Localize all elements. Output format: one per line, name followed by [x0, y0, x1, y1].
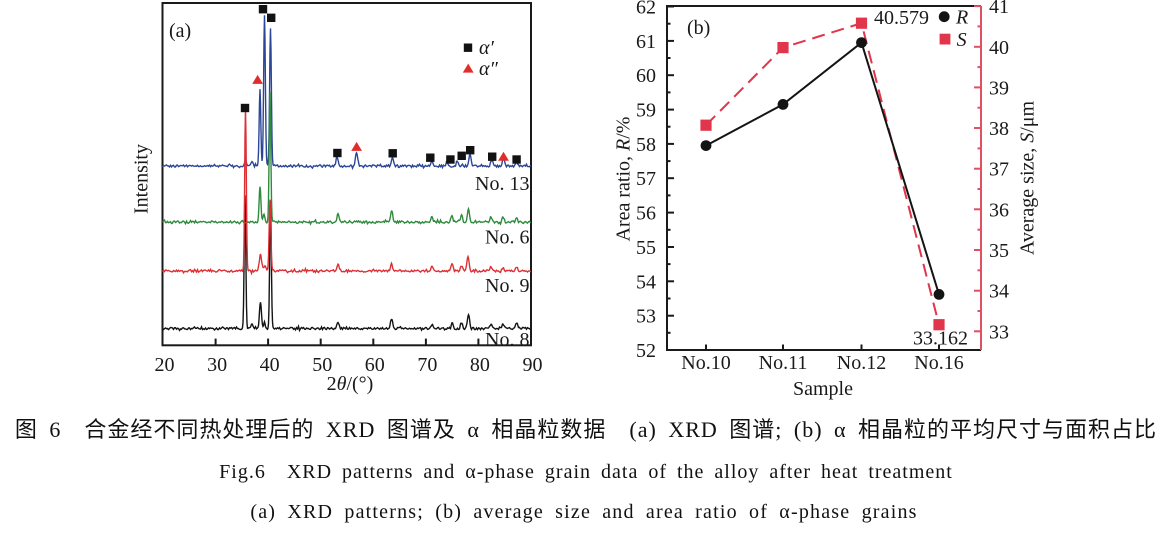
svg-text:No.12: No.12 [837, 352, 886, 374]
svg-text:58: 58 [636, 134, 656, 156]
svg-text:(a) XRD patterns; (b) average: (a) XRD patterns; (b) average size and a… [250, 501, 917, 523]
svg-text:54: 54 [636, 271, 656, 293]
svg-text:S: S [957, 29, 967, 51]
svg-text:59: 59 [636, 100, 656, 122]
svg-text:20: 20 [155, 354, 175, 376]
svg-text:37: 37 [989, 159, 1009, 181]
svg-text:33: 33 [989, 321, 1009, 343]
svg-text:70: 70 [417, 354, 437, 376]
svg-text:Area ratio, R/%: Area ratio, R/% [613, 117, 635, 242]
svg-text:62: 62 [636, 0, 656, 19]
svg-text:35: 35 [989, 240, 1009, 262]
svg-text:No.16: No.16 [914, 352, 963, 374]
svg-text:No. 6: No. 6 [485, 227, 529, 249]
svg-text:52: 52 [636, 340, 656, 362]
svg-text:90: 90 [523, 354, 543, 376]
svg-text:No. 8: No. 8 [485, 329, 529, 351]
svg-text:α″: α″ [479, 58, 498, 80]
svg-text:57: 57 [636, 168, 656, 190]
svg-text:2θ/(°): 2θ/(°) [327, 373, 374, 395]
svg-text:38: 38 [989, 118, 1009, 140]
svg-text:No.10: No.10 [681, 352, 730, 374]
svg-text:55: 55 [636, 237, 656, 259]
svg-text:60: 60 [636, 65, 656, 87]
svg-text:Intensity: Intensity [131, 144, 153, 214]
svg-text:50: 50 [312, 354, 332, 376]
svg-text:34: 34 [989, 281, 1009, 303]
svg-text:40: 40 [989, 37, 1009, 59]
svg-text:No. 9: No. 9 [485, 275, 529, 297]
svg-text:(a): (a) [169, 20, 191, 42]
svg-text:33.162: 33.162 [913, 328, 968, 350]
svg-text:No.11: No.11 [759, 352, 808, 374]
svg-text:39: 39 [989, 77, 1009, 99]
svg-text:R: R [955, 7, 968, 29]
svg-text:α′: α′ [479, 37, 494, 59]
svg-text:40.579: 40.579 [874, 7, 929, 29]
svg-text:Average size, S/μm: Average size, S/μm [1017, 100, 1039, 255]
svg-text:41: 41 [989, 0, 1009, 18]
svg-text:36: 36 [989, 199, 1009, 221]
svg-text:60: 60 [365, 354, 385, 376]
svg-text:Sample: Sample [793, 378, 853, 400]
svg-text:53: 53 [636, 306, 656, 328]
svg-text:Fig.6 XRD patterns and α-phase: Fig.6 XRD patterns and α-phase grain dat… [219, 461, 953, 483]
svg-text:图 6 合金经不同热处理后的 XRD 图谱及 α 相晶粒数据: 图 6 合金经不同热处理后的 XRD 图谱及 α 相晶粒数据 (a) XRD 图… [15, 417, 1157, 442]
svg-text:40: 40 [260, 354, 280, 376]
svg-text:(b): (b) [687, 17, 710, 39]
svg-text:61: 61 [636, 31, 656, 53]
svg-text:30: 30 [207, 354, 227, 376]
svg-text:80: 80 [470, 354, 490, 376]
svg-text:No. 13: No. 13 [475, 173, 529, 195]
svg-text:56: 56 [636, 203, 656, 225]
